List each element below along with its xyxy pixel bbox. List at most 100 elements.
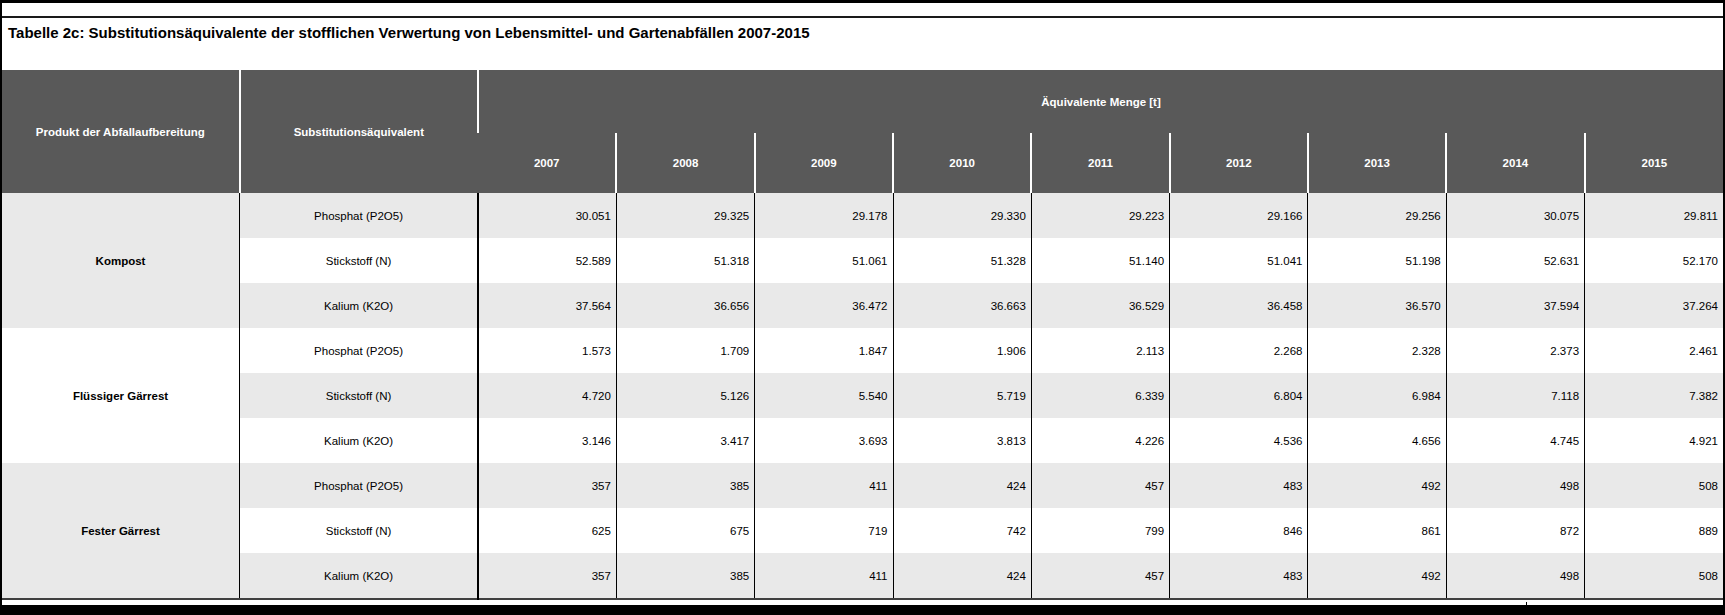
value-cell: 483 — [1170, 553, 1308, 599]
value-cell: 625 — [478, 508, 616, 553]
value-cell: 5.540 — [755, 373, 893, 418]
value-cell: 385 — [616, 553, 754, 599]
substitution-equivalents-table: Produkt der Abfallaufbereitung Substitut… — [2, 70, 1723, 600]
value-cell: 52.170 — [1585, 238, 1723, 283]
value-cell: 3.693 — [755, 418, 893, 463]
value-cell: 457 — [1031, 463, 1169, 508]
header-substitution-column: Substitutionsäquivalent — [240, 70, 479, 193]
value-cell: 385 — [616, 463, 754, 508]
value-cell: 4.226 — [1031, 418, 1169, 463]
value-cell: 51.041 — [1170, 238, 1308, 283]
value-cell: 498 — [1446, 463, 1584, 508]
value-cell: 4.656 — [1308, 418, 1446, 463]
value-cell: 29.325 — [616, 193, 754, 238]
value-cell: 29.223 — [1031, 193, 1169, 238]
value-cell: 2.373 — [1446, 328, 1584, 373]
table-row: Fester Gärrest Phosphat (P2O5) 357 385 4… — [2, 463, 1723, 508]
value-cell: 37.594 — [1446, 283, 1584, 328]
value-cell: 6.984 — [1308, 373, 1446, 418]
value-cell: 5.719 — [893, 373, 1031, 418]
table-row: Stickstoff (N) 625 675 719 742 799 846 8… — [2, 508, 1723, 553]
value-cell: 29.178 — [755, 193, 893, 238]
value-cell: 4.536 — [1170, 418, 1308, 463]
value-cell: 1.573 — [478, 328, 616, 373]
value-cell: 411 — [755, 463, 893, 508]
value-cell: 51.328 — [893, 238, 1031, 283]
table-row: Kompost Phosphat (P2O5) 30.051 29.325 29… — [2, 193, 1723, 238]
header-year-2010: 2010 — [893, 133, 1031, 193]
table-row: Stickstoff (N) 4.720 5.126 5.540 5.719 6… — [2, 373, 1723, 418]
value-cell: 1.906 — [893, 328, 1031, 373]
value-cell: 3.813 — [893, 418, 1031, 463]
substance-cell: Kalium (K2O) — [240, 283, 479, 328]
value-cell: 508 — [1585, 553, 1723, 599]
value-cell: 52.589 — [478, 238, 616, 283]
header-year-2014: 2014 — [1446, 133, 1584, 193]
value-cell: 861 — [1308, 508, 1446, 553]
product-cell-fester-gaerrest: Fester Gärrest — [2, 463, 240, 599]
value-cell: 51.198 — [1308, 238, 1446, 283]
value-cell: 51.140 — [1031, 238, 1169, 283]
table-header: Produkt der Abfallaufbereitung Substitut… — [2, 70, 1723, 193]
value-cell: 52.631 — [1446, 238, 1584, 283]
value-cell: 424 — [893, 463, 1031, 508]
value-cell: 742 — [893, 508, 1031, 553]
bottom-border-bar — [2, 605, 1723, 615]
value-cell: 1.847 — [755, 328, 893, 373]
value-cell: 357 — [478, 553, 616, 599]
value-cell: 492 — [1308, 553, 1446, 599]
value-cell: 2.268 — [1170, 328, 1308, 373]
title-block: Tabelle 2c: Substitutionsäquivalente der… — [2, 16, 1723, 70]
value-cell: 889 — [1585, 508, 1723, 553]
value-cell: 457 — [1031, 553, 1169, 599]
product-cell-fluessiger-gaerrest: Flüssiger Gärrest — [2, 328, 240, 463]
value-cell: 4.745 — [1446, 418, 1584, 463]
substance-cell: Kalium (K2O) — [240, 553, 479, 599]
value-cell: 36.458 — [1170, 283, 1308, 328]
value-cell: 36.570 — [1308, 283, 1446, 328]
header-year-2012: 2012 — [1170, 133, 1308, 193]
value-cell: 36.656 — [616, 283, 754, 328]
header-year-2007: 2007 — [478, 133, 616, 193]
value-cell: 51.061 — [755, 238, 893, 283]
top-border-bar — [2, 0, 1723, 3]
value-cell: 357 — [478, 463, 616, 508]
value-cell: 30.051 — [478, 193, 616, 238]
value-cell: 799 — [1031, 508, 1169, 553]
value-cell: 6.804 — [1170, 373, 1308, 418]
value-cell: 846 — [1170, 508, 1308, 553]
header-product-column: Produkt der Abfallaufbereitung — [2, 70, 240, 193]
value-cell: 411 — [755, 553, 893, 599]
value-cell: 29.256 — [1308, 193, 1446, 238]
substance-cell: Phosphat (P2O5) — [240, 328, 479, 373]
substance-cell: Stickstoff (N) — [240, 373, 479, 418]
value-cell: 719 — [755, 508, 893, 553]
header-year-2009: 2009 — [755, 133, 893, 193]
value-cell: 498 — [1446, 553, 1584, 599]
table-row: Stickstoff (N) 52.589 51.318 51.061 51.3… — [2, 238, 1723, 283]
value-cell: 37.264 — [1585, 283, 1723, 328]
substance-cell: Stickstoff (N) — [240, 508, 479, 553]
value-cell: 37.564 — [478, 283, 616, 328]
value-cell: 36.529 — [1031, 283, 1169, 328]
value-cell: 36.472 — [755, 283, 893, 328]
value-cell: 29.166 — [1170, 193, 1308, 238]
value-cell: 508 — [1585, 463, 1723, 508]
value-cell: 2.461 — [1585, 328, 1723, 373]
value-cell: 2.113 — [1031, 328, 1169, 373]
table-row: Kalium (K2O) 37.564 36.656 36.472 36.663… — [2, 283, 1723, 328]
value-cell: 7.382 — [1585, 373, 1723, 418]
table-row: Kalium (K2O) 3.146 3.417 3.693 3.813 4.2… — [2, 418, 1723, 463]
value-cell: 36.663 — [893, 283, 1031, 328]
value-cell: 29.811 — [1585, 193, 1723, 238]
value-cell: 5.126 — [616, 373, 754, 418]
value-cell: 675 — [616, 508, 754, 553]
table-row: Flüssiger Gärrest Phosphat (P2O5) 1.573 … — [2, 328, 1723, 373]
value-cell: 492 — [1308, 463, 1446, 508]
value-cell: 51.318 — [616, 238, 754, 283]
header-year-2008: 2008 — [616, 133, 754, 193]
value-cell: 30.075 — [1446, 193, 1584, 238]
table-row: Kalium (K2O) 357 385 411 424 457 483 492… — [2, 553, 1723, 599]
table-body: Kompost Phosphat (P2O5) 30.051 29.325 29… — [2, 193, 1723, 599]
header-year-2013: 2013 — [1308, 133, 1446, 193]
